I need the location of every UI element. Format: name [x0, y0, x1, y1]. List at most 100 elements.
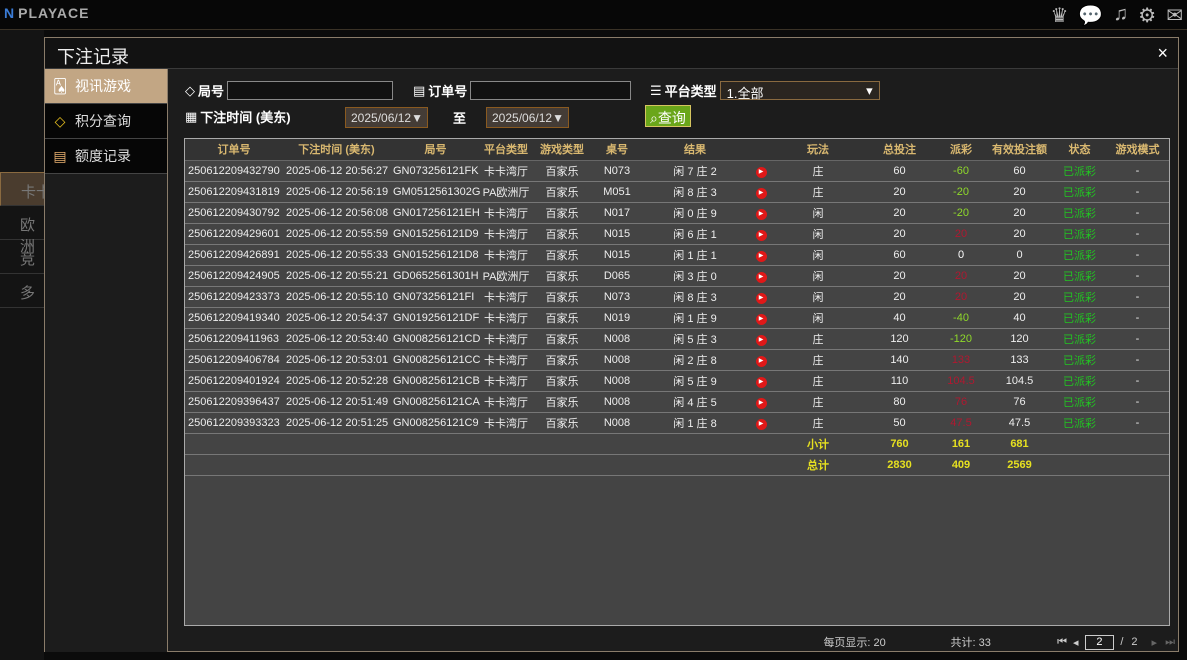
- play-video-icon[interactable]: ▶: [755, 334, 767, 346]
- next-page-icon[interactable]: ▸: [1151, 636, 1158, 649]
- play-video-icon[interactable]: ▶: [755, 250, 767, 262]
- table-row: 250612209429601 2025-06-12 20:55:59 GN0152…: [185, 223, 1169, 245]
- play-video-icon[interactable]: ▶: [755, 166, 767, 178]
- video-cell: ▶: [749, 181, 773, 203]
- date-from-picker[interactable]: 2025/06/12▼: [345, 107, 428, 128]
- order-id: 250612209406784: [185, 349, 283, 371]
- play-video-icon[interactable]: ▶: [755, 292, 767, 304]
- platform-select[interactable]: 1.全部 ▾: [719, 81, 880, 101]
- payout: 20: [936, 265, 986, 287]
- bet-type: 闲: [773, 265, 863, 287]
- bet-type: 庄: [773, 391, 863, 413]
- video-cell: ▶: [749, 328, 773, 350]
- valid-bet: 47.5: [986, 412, 1053, 434]
- video-cell: ▶: [749, 286, 773, 308]
- table-no: N073: [593, 160, 641, 182]
- game-type: 百家乐: [531, 202, 593, 224]
- video-cell: ▶: [749, 265, 773, 287]
- menu-item-points[interactable]: ◇ 积分查询: [45, 104, 167, 139]
- valid-bet: 120: [986, 328, 1053, 350]
- page-input[interactable]: 2: [1084, 634, 1115, 650]
- platform: PA欧洲厅: [481, 181, 531, 203]
- close-icon[interactable]: ×: [1157, 43, 1168, 63]
- valid-bet: 20: [986, 286, 1053, 308]
- play-video-icon[interactable]: ▶: [755, 376, 767, 388]
- bet-time: 2025-06-12 20:56:19: [283, 181, 390, 203]
- platform: 卡卡湾厅: [481, 244, 531, 266]
- side-menu: 🂡 视讯游戏 ◇ 积分查询 ▤ 额度记录: [45, 69, 168, 652]
- first-page-icon[interactable]: ⏮: [1057, 635, 1067, 648]
- table-no: N008: [593, 391, 641, 413]
- platform: 卡卡湾厅: [481, 391, 531, 413]
- game-type: 百家乐: [531, 412, 593, 434]
- video-cell: ▶: [749, 349, 773, 371]
- date-to-picker[interactable]: 2025/06/12▼: [486, 107, 569, 128]
- total-bet: 60: [863, 244, 936, 266]
- vip-icon[interactable]: ♛: [1050, 5, 1069, 27]
- game-type: 百家乐: [531, 223, 593, 245]
- last-page-icon[interactable]: ⏭: [1165, 635, 1175, 648]
- calendar-icon: ▦: [185, 108, 198, 124]
- play-video-icon[interactable]: ▶: [755, 187, 767, 199]
- status: 已派彩: [1053, 223, 1106, 245]
- valid-bet: 20: [986, 265, 1053, 287]
- table-no: N073: [593, 286, 641, 308]
- platform: 卡卡湾厅: [481, 160, 531, 182]
- order-id: 250612209431819: [185, 181, 283, 203]
- column-header: 总投注: [863, 139, 936, 161]
- table-row: 250612209401924 2025-06-12 20:52:28 GN0082…: [185, 370, 1169, 392]
- result: 闲 7 庄 2: [641, 160, 749, 182]
- bg-item: 欧洲: [0, 206, 44, 255]
- table-row: 250612209430792 2025-06-12 20:56:08 GN0172…: [185, 202, 1169, 224]
- logo: N PLAYACE: [4, 5, 90, 21]
- round-id: GN008256121CB: [390, 370, 481, 392]
- column-header: 游戏模式: [1106, 139, 1169, 161]
- play-video-icon[interactable]: ▶: [755, 229, 767, 241]
- table-row: 250612209411963 2025-06-12 20:53:40 GN0082…: [185, 328, 1169, 350]
- order-id: 250612209411963: [185, 328, 283, 350]
- order-input[interactable]: [470, 81, 632, 100]
- table-row: 250612209423373 2025-06-12 20:55:10 GN0732…: [185, 286, 1169, 308]
- play-video-icon[interactable]: ▶: [755, 397, 767, 409]
- music-icon[interactable]: ♫: [1113, 3, 1129, 25]
- subtotal-row: 小计 760 161 681: [185, 433, 1169, 455]
- game-mode: -: [1106, 181, 1169, 203]
- game-type: 百家乐: [531, 328, 593, 350]
- table-row: 250612209432790 2025-06-12 20:56:27 GN0732…: [185, 160, 1169, 182]
- play-video-icon[interactable]: ▶: [755, 355, 767, 367]
- round-id: GN008256121CD: [390, 328, 481, 350]
- order-id: 250612209401924: [185, 370, 283, 392]
- column-header: 桌号: [593, 139, 641, 161]
- menu-item-video-games[interactable]: 🂡 视讯游戏: [45, 69, 167, 104]
- game-mode: -: [1106, 202, 1169, 224]
- bet-type: 庄: [773, 328, 863, 350]
- bet-time: 2025-06-12 20:56:27: [283, 160, 390, 182]
- payout: 76: [936, 391, 986, 413]
- status: 已派彩: [1053, 160, 1106, 182]
- play-video-icon[interactable]: ▶: [755, 313, 767, 325]
- payout: 104.5: [936, 370, 986, 392]
- payout: 47.5: [936, 412, 986, 434]
- table-no: N008: [593, 349, 641, 371]
- status: 已派彩: [1053, 181, 1106, 203]
- result: 闲 3 庄 0: [641, 265, 749, 287]
- gear-icon[interactable]: ⚙: [1138, 5, 1157, 27]
- message-icon[interactable]: ✉: [1166, 5, 1183, 27]
- bet-type: 闲: [773, 202, 863, 224]
- play-video-icon[interactable]: ▶: [755, 418, 767, 430]
- prev-page-icon[interactable]: ◂: [1072, 636, 1079, 649]
- round-id: GN017256121EH: [390, 202, 481, 224]
- total-bet: 40: [863, 307, 936, 329]
- chat-icon[interactable]: 💬: [1078, 5, 1104, 27]
- search-icon: ⌕: [650, 110, 658, 126]
- round-input[interactable]: [227, 81, 394, 100]
- background-sidebar: 卡卡 欧洲 竞 多: [0, 30, 160, 660]
- menu-item-credit-records[interactable]: ▤ 额度记录: [45, 139, 167, 174]
- order-id: 250612209423373: [185, 286, 283, 308]
- game-type: 百家乐: [531, 349, 593, 371]
- play-video-icon[interactable]: ▶: [755, 271, 767, 283]
- query-button[interactable]: ⌕查询: [645, 105, 691, 127]
- valid-bet: 104.5: [986, 370, 1053, 392]
- pagination: 每页显示: 20 共计: 33 ⏮ ◂ 2 / 2 ▸ ⏭: [785, 634, 1175, 650]
- play-video-icon[interactable]: ▶: [755, 208, 767, 220]
